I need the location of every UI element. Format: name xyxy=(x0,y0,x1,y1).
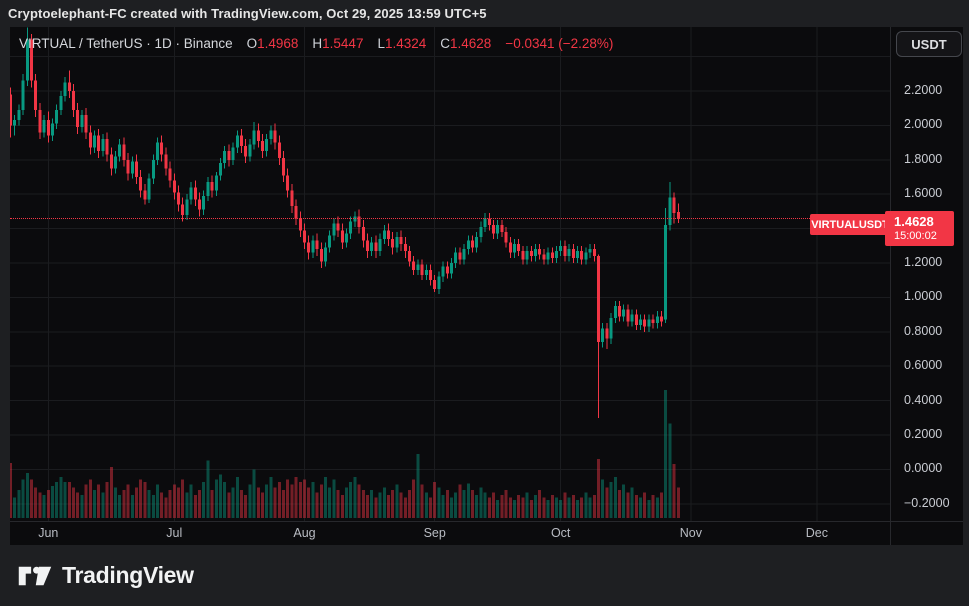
ohlc-h: H1.5447 xyxy=(312,36,364,51)
month-label-aug: Aug xyxy=(293,526,316,540)
chart-inset xyxy=(10,27,963,545)
price-tick: 0.2000 xyxy=(904,426,943,441)
price-tick: 0.0000 xyxy=(904,461,943,476)
currency-toggle-button[interactable]: USDT xyxy=(896,31,962,57)
price-tick: 1.6000 xyxy=(904,186,943,201)
price-axis-separator xyxy=(890,27,891,545)
price-tick: 2.2000 xyxy=(904,82,943,97)
tradingview-logo-icon xyxy=(18,566,52,585)
ohlc-values: O1.4968 H1.5447 L1.4324 C1.4628 −0.0341 (−2.… xyxy=(247,36,614,51)
price-tick: 1.0000 xyxy=(904,289,943,304)
price-tick: 0.6000 xyxy=(904,358,943,373)
price-tick: −0.2000 xyxy=(904,495,950,510)
symbol-flag-text: VIRTUALUSDT xyxy=(811,218,889,231)
price-axis[interactable]: 2.2000 2.0000 1.8000 1.6000 1.2000 1.0000 0.80… xyxy=(891,27,963,521)
ohlc-o: O1.4968 xyxy=(246,36,299,51)
last-price-badge: 1.4628 15:00:02 xyxy=(885,211,954,246)
time-axis-separator xyxy=(10,521,963,522)
bottom-bar: TradingView xyxy=(0,545,969,606)
month-label-dec: Dec xyxy=(805,526,829,540)
watermark-text: Cryptoelephant-FC created with TradingVi… xyxy=(8,6,487,21)
month-label-jul: Jul xyxy=(166,526,183,540)
ohlc-c: C1.4628 xyxy=(440,36,492,51)
current-price-line xyxy=(10,218,810,219)
currency-toggle-label: USDT xyxy=(911,36,947,52)
last-price-value: 1.4628 xyxy=(894,214,934,229)
tradingview-logo[interactable]: TradingView xyxy=(18,562,194,589)
month-label-oct: Oct xyxy=(550,526,571,540)
ohlc-l: L1.4324 xyxy=(377,36,427,51)
candlestick-chart[interactable] xyxy=(10,27,890,521)
price-tick: 0.8000 xyxy=(904,323,943,338)
bar-countdown: 15:00:02 xyxy=(894,229,937,242)
symbol-title[interactable]: VIRTUAL / TetherUS · 1D · Binance xyxy=(19,36,233,51)
month-label-nov: Nov xyxy=(679,526,703,540)
tradingview-logo-text: TradingView xyxy=(62,562,194,588)
change-value: −0.0341 (−2.28%) xyxy=(505,36,614,51)
month-label-jun: Jun xyxy=(38,526,59,540)
month-label-sep: Sep xyxy=(423,526,446,540)
watermark-bar: Cryptoelephant-FC created with TradingVi… xyxy=(0,0,969,27)
price-tick: 0.4000 xyxy=(904,392,943,407)
symbol-header: VIRTUAL / TetherUS · 1D · Binance O1.496… xyxy=(19,36,613,51)
time-axis[interactable]: Jun Jul Aug Sep Oct Nov Dec xyxy=(10,522,963,545)
price-tick: 1.2000 xyxy=(904,254,943,269)
symbol-price-flag: VIRTUALUSDT xyxy=(810,214,890,235)
price-tick: 2.0000 xyxy=(904,117,943,132)
price-tick: 1.8000 xyxy=(904,151,943,166)
